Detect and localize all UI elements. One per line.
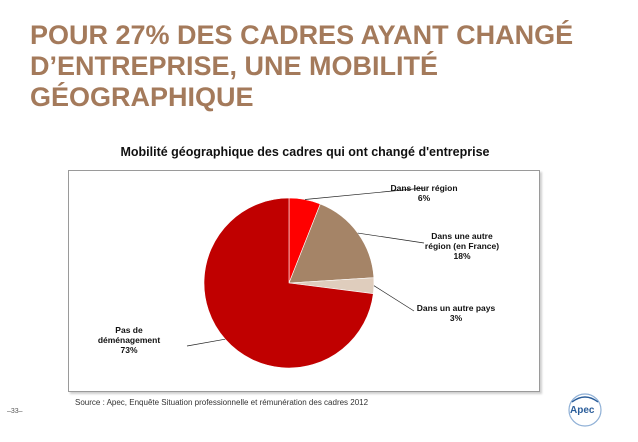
slice-label-line: Dans une autre (431, 231, 493, 241)
chart-frame: Dans leur région 6% Dans une autre région (… (68, 170, 540, 392)
slice-label-line: 73% (120, 345, 137, 355)
slice-label-line: déménagement (98, 335, 161, 345)
pie-slice-2 (288, 203, 375, 284)
leader-lines (186, 187, 425, 347)
leader-line-2 (357, 232, 425, 244)
slice-label-4: Pas de déménagement 73% (98, 325, 161, 355)
apec-logo-icon (568, 393, 602, 427)
source-note: Source : Apec, Enquête Situation profess… (75, 398, 369, 407)
slice-label-line: 18% (453, 251, 470, 261)
pie-slice-4 (203, 197, 374, 369)
apec-logo: Apec (562, 390, 608, 430)
chart-title: Mobilité géographique des cadres qui ont… (120, 145, 490, 159)
slice-label-3: Dans un autre pays 3% (417, 303, 496, 323)
slice-label-line: Dans un autre pays (417, 303, 496, 313)
slice-label-line: Pas de (115, 325, 143, 335)
pie-slices (203, 197, 375, 369)
leader-line-4 (186, 338, 226, 347)
slice-label-2: Dans une autre région (en France) 18% (425, 231, 499, 261)
slice-label-line: 3% (450, 313, 463, 323)
leader-line-1 (304, 187, 425, 200)
pie-chart: Dans leur région 6% Dans une autre région (… (98, 183, 499, 369)
slice-labels: Dans leur région 6% Dans une autre région (… (98, 183, 499, 355)
leader-line-3 (373, 285, 415, 312)
slide-title: POUR 27% DES CADRES AYANT CHANGÉ D’ENTRE… (30, 20, 574, 112)
slice-label-line: région (en France) (425, 241, 499, 251)
slice-label-line: Dans leur région (390, 183, 457, 193)
page-number: –33– (7, 408, 23, 415)
slice-label-1: Dans leur région 6% (390, 183, 457, 203)
slice-label-line: 6% (418, 193, 431, 203)
logo-text: Apec (570, 405, 595, 416)
